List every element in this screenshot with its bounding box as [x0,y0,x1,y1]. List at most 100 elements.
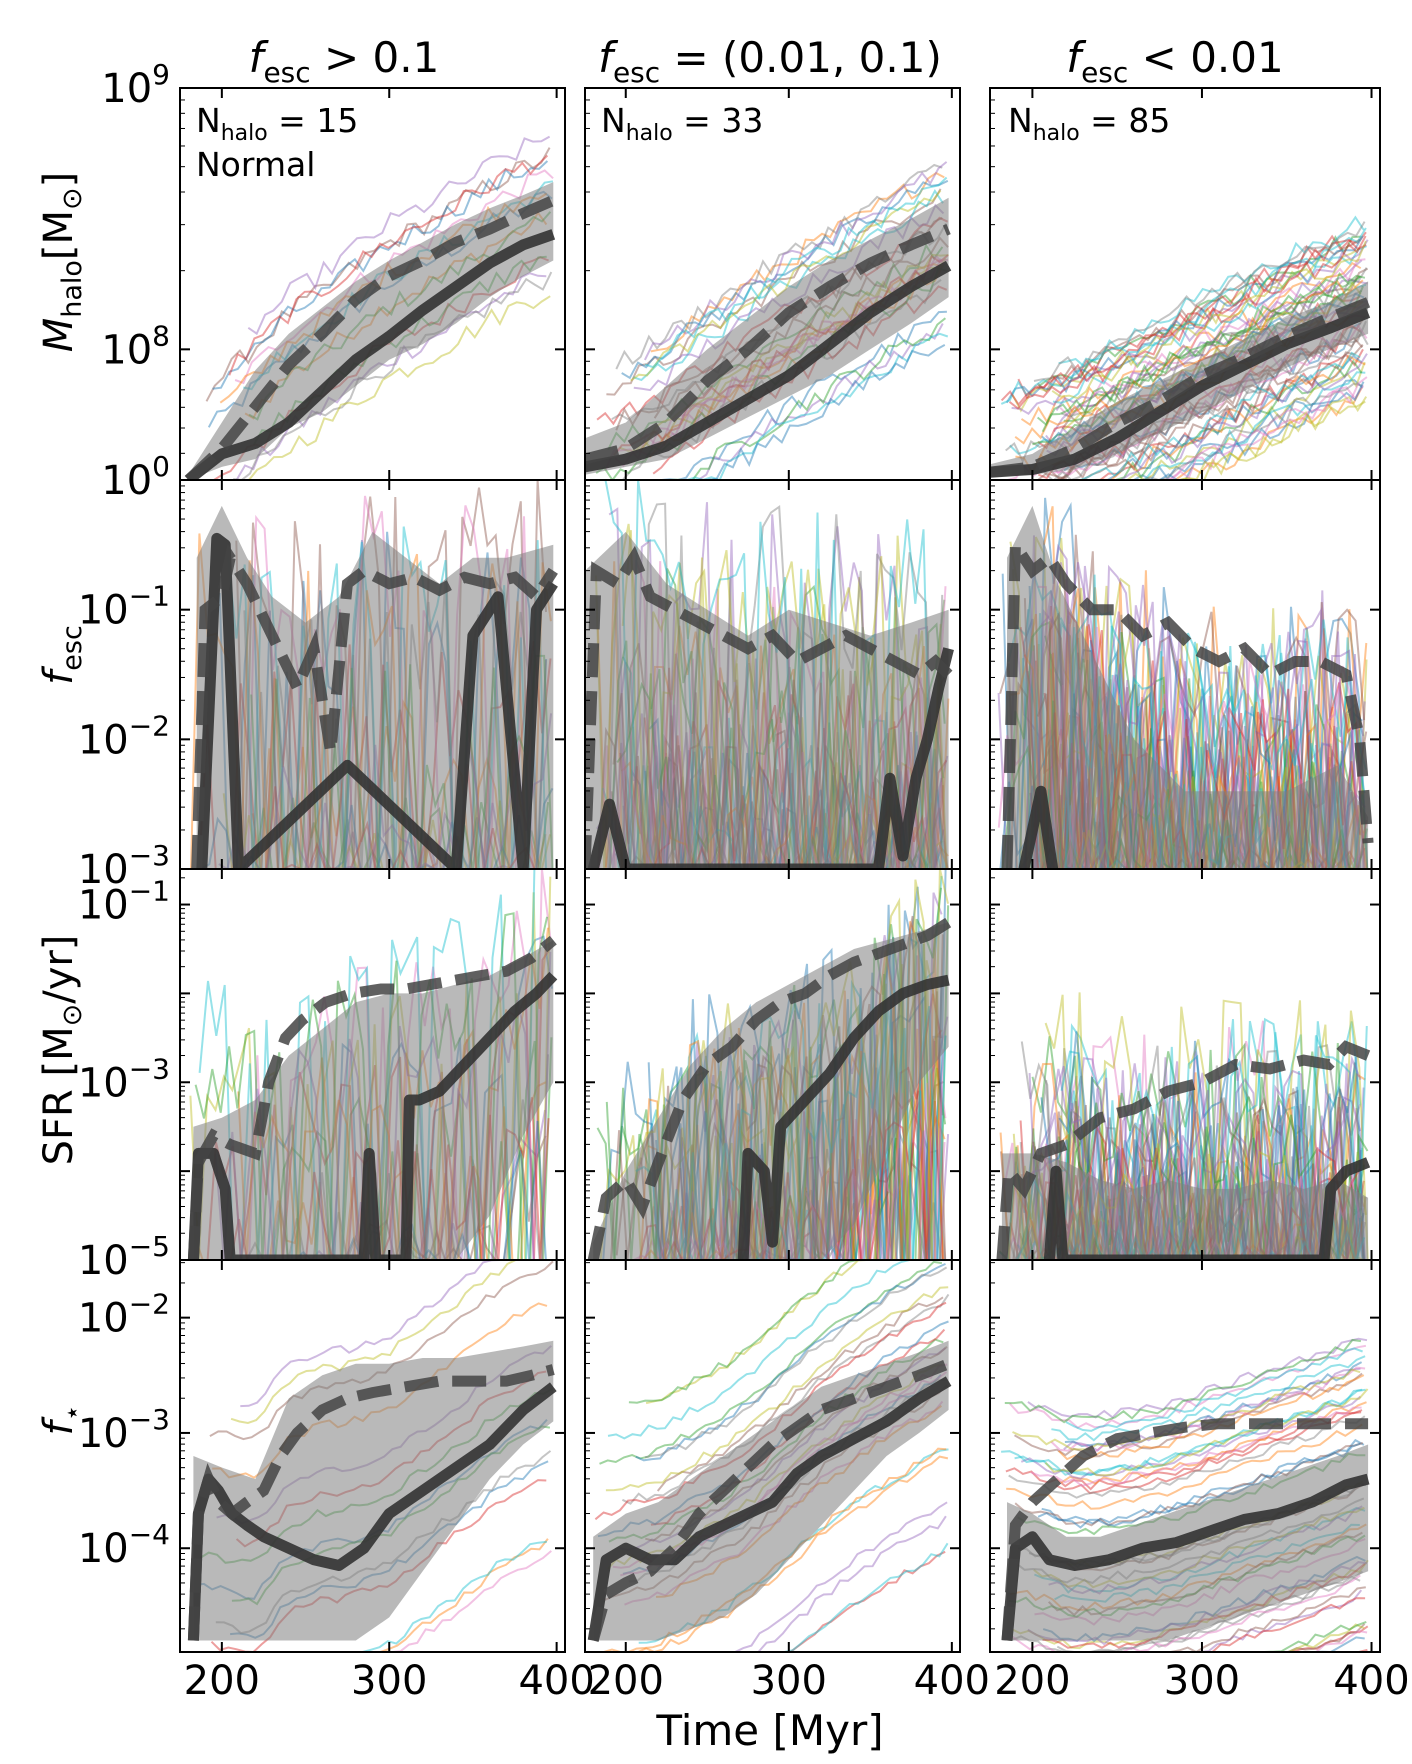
halo-track [1057,348,1364,480]
halo-count-1: Nhalo = 15 [196,101,358,146]
halo-track [1042,361,1366,480]
mean-line [1001,527,1374,869]
x-tick-label: 400 [518,1658,594,1704]
panel-r4-c3: 200 300 400 [989,1259,1410,1704]
halo-track [1009,371,1366,480]
halo-track [621,179,949,380]
ylabel-mhalo: Mhalo[M⊙] [36,172,88,353]
halo-track [615,163,943,370]
row-ylabels: Mhalo[M⊙] fesc SFR [M⊙/yr] f⋆ [36,172,88,1436]
halo-track [1031,1036,1365,1260]
plot-area [585,161,952,480]
panel-grid: 10910810010−110−210−310−110−310−510−210−… [78,58,1410,1704]
halo-track [611,317,947,480]
halo-track [1058,215,1365,368]
halo-track [1058,1031,1366,1260]
halo-track [606,188,942,396]
halo-track [1053,279,1368,433]
halo-track [605,1286,949,1492]
halo-track [650,1080,945,1260]
median-line [587,647,954,869]
halo-track [635,1262,946,1462]
halo-track [999,1623,1365,1652]
y-tick-label: 108 [101,319,170,373]
mean-line [191,543,558,869]
sigma-band [593,922,949,1260]
halo-track [1001,1388,1366,1476]
halo-track [1000,238,1367,407]
plot-area [587,869,952,1260]
halo-track [224,1550,552,1652]
panel-r4-c2: 200 300 400 [584,1259,990,1704]
halo-track [1010,353,1368,480]
panel-frame [179,1259,566,1653]
median-line [737,974,950,1260]
y-tick-label: 10−3 [78,839,170,893]
halo-track [1012,1368,1361,1451]
y-tick-label: 100 [101,450,170,504]
halo-track [1057,1374,1365,1461]
halo-track [198,869,552,1260]
median-line [1018,785,1059,869]
panel-r3-c3 [989,868,1381,1261]
halo-track [595,1515,947,1652]
mean-line [587,1358,951,1642]
halo-track [599,1260,943,1465]
halo-track [238,1538,549,1652]
halo-track [1041,272,1366,433]
mean-line [990,297,1371,478]
halo-track [1054,1055,1362,1260]
halo-track [621,1293,950,1505]
halo-track [212,1540,548,1652]
halo-track [644,1266,948,1459]
halo-track [1038,235,1361,388]
x-tick-label: 300 [1164,1658,1240,1704]
halo-track [228,154,549,376]
mean-line [996,1040,1371,1260]
y-tick-label: 109 [101,58,170,112]
halo-track [247,135,551,336]
median-line [185,229,556,480]
halo-track [594,344,946,480]
halo-track [1061,267,1369,430]
halo-track [1011,247,1361,413]
halo-track [1024,384,1365,480]
halo-track [1014,1372,1363,1458]
x-tick-label: 200 [588,1658,664,1704]
halo-track [1000,227,1367,405]
halo-track [643,1550,946,1652]
halo-track [607,1260,943,1440]
halo-track [613,332,949,480]
halo-track [1063,275,1362,422]
halo-track [233,271,553,480]
y-tick-label: 10−3 [78,1403,170,1457]
median-line [187,971,558,1260]
panel-r2-c3 [989,479,1381,870]
column-title-2: fesc = (0.01, 0.1) [598,33,942,89]
sigma-band [593,1340,949,1641]
halo-track [645,1542,949,1652]
halo-track [1021,351,1361,480]
halo-track [1036,275,1361,427]
halo-track [1036,238,1361,393]
halo-track [1040,543,1365,869]
halo-track [1051,1355,1366,1442]
plot-area [996,992,1371,1260]
halo-track [1004,1574,1361,1652]
x-axis-label: Time [Myr] [655,1706,883,1755]
sigma-band [193,940,554,1260]
plot-area [187,1260,557,1652]
halo-track [194,912,549,1260]
halo-track [1059,258,1366,418]
halo-track [1059,574,1367,869]
normal-label: Normal [196,145,315,184]
halo-track [1025,1597,1366,1652]
halo-track [1056,354,1363,480]
panel-r2-c1: 100 10−1 10−2 10−3 [78,450,566,893]
halo-track [641,323,944,480]
halo-track [1006,379,1364,480]
halo-track [1060,1017,1368,1260]
halo-track [1027,1620,1367,1652]
halo-track [1040,343,1364,480]
